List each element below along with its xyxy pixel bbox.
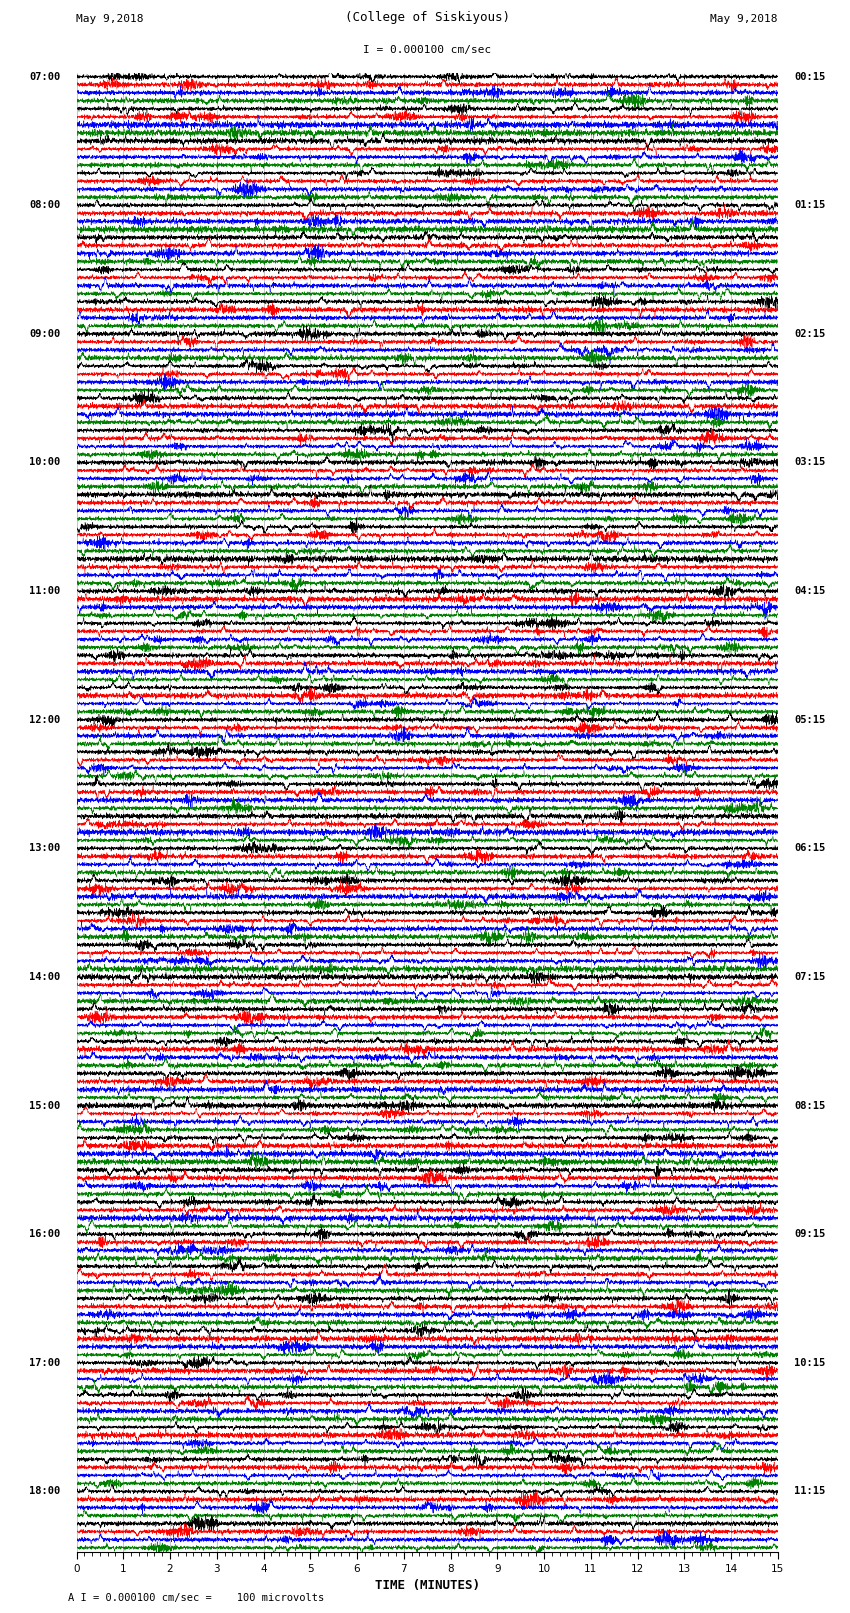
Text: 09:00: 09:00 [29,329,60,339]
Text: 03:15: 03:15 [794,458,825,468]
Text: 07:15: 07:15 [794,973,825,982]
Text: 13:00: 13:00 [29,844,60,853]
Text: 10:00: 10:00 [29,458,60,468]
Text: 14:00: 14:00 [29,973,60,982]
Text: 11:15: 11:15 [794,1487,825,1497]
Text: May 9,2018: May 9,2018 [711,15,778,24]
Text: 12:00: 12:00 [29,715,60,724]
Text: May 9,2018: May 9,2018 [76,15,144,24]
Text: 01:15: 01:15 [794,200,825,210]
Text: 00:15: 00:15 [794,71,825,82]
Text: (College of Siskiyous): (College of Siskiyous) [344,11,510,24]
Text: 08:00: 08:00 [29,200,60,210]
Text: 05:15: 05:15 [794,715,825,724]
Text: 17:00: 17:00 [29,1358,60,1368]
Text: A I = 0.000100 cm/sec =    100 microvolts: A I = 0.000100 cm/sec = 100 microvolts [68,1594,324,1603]
X-axis label: TIME (MINUTES): TIME (MINUTES) [375,1579,479,1592]
Text: 16:00: 16:00 [29,1229,60,1239]
Text: 04:15: 04:15 [794,586,825,597]
Text: 18:00: 18:00 [29,1487,60,1497]
Text: 08:15: 08:15 [794,1100,825,1111]
Text: 15:00: 15:00 [29,1100,60,1111]
Text: 02:15: 02:15 [794,329,825,339]
Text: I = 0.000100 cm/sec: I = 0.000100 cm/sec [363,45,491,55]
Text: 11:00: 11:00 [29,586,60,597]
Text: 07:00: 07:00 [29,71,60,82]
Text: 09:15: 09:15 [794,1229,825,1239]
Text: 10:15: 10:15 [794,1358,825,1368]
Text: 06:15: 06:15 [794,844,825,853]
